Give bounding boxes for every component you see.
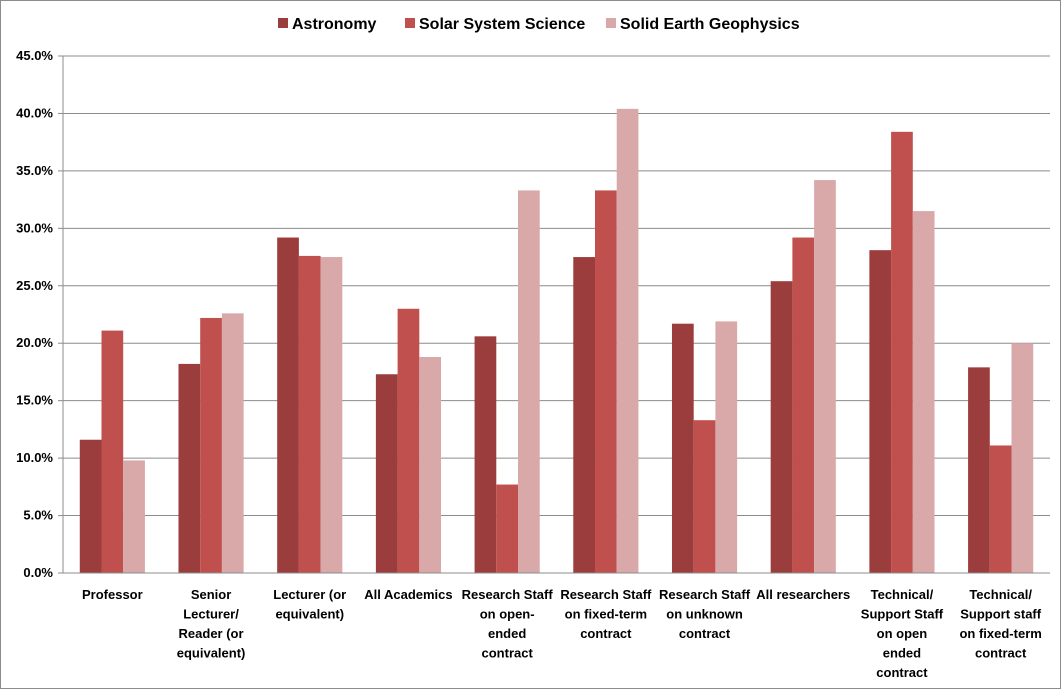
bar	[79, 439, 102, 573]
bars	[79, 108, 1034, 574]
bar	[518, 190, 540, 574]
y-tick-label: 25.0%	[16, 278, 53, 293]
bar	[869, 250, 892, 573]
bar	[277, 237, 299, 573]
y-axis-ticks: 0.0% 5.0% 10.0% 15.0% 20.0% 25.0% 30.0% 35.0% 40…	[16, 48, 63, 580]
x-category-label: Professor	[82, 587, 143, 602]
y-tick-label: 40.0%	[16, 105, 53, 120]
legend-swatch	[606, 18, 616, 28]
bar	[320, 257, 343, 573]
x-category-label: Technical/Support staff on fixed-term cont…	[959, 587, 1041, 661]
x-category-label: All Academics	[364, 587, 452, 602]
x-category-label: Technical/Support Staff on open ended contr…	[861, 587, 944, 680]
bar	[912, 211, 935, 573]
bar	[792, 237, 815, 573]
bar	[101, 330, 124, 573]
bar	[989, 445, 1012, 573]
bar	[1011, 343, 1034, 573]
y-tick-label: 10.0%	[16, 450, 53, 465]
y-tick-label: 15.0%	[16, 393, 53, 408]
x-category-label: Research Staff on open-ended contract	[462, 587, 554, 661]
bar	[178, 363, 201, 573]
x-category-label: Research Staff on fixed-term contract	[560, 587, 652, 641]
bar	[221, 313, 244, 573]
legend-swatch	[278, 18, 288, 28]
bar	[123, 460, 145, 573]
bar	[397, 308, 420, 573]
bar	[671, 323, 694, 573]
bar	[715, 321, 738, 573]
x-axis-categories: Professor Senior Lecturer/Reader (or equiva…	[82, 587, 1042, 680]
bar	[573, 257, 595, 573]
legend-label: Astronomy	[292, 16, 377, 33]
y-tick-label: 35.0%	[16, 163, 53, 178]
bar	[968, 367, 990, 573]
bar	[891, 131, 913, 573]
axes	[62, 56, 1050, 574]
x-category-label: Lecturer (or equivalent)	[273, 587, 346, 622]
bar	[200, 317, 222, 573]
bar	[419, 357, 442, 573]
bar	[814, 180, 836, 573]
legend-label: Solid Earth Geophysics	[620, 16, 800, 33]
legend-swatch	[405, 18, 415, 28]
legend-label: Solar System Science	[419, 16, 585, 33]
x-category-label: Research Staff on unknown contract	[659, 587, 751, 641]
bar	[616, 108, 639, 574]
y-tick-label: 5.0%	[23, 508, 53, 523]
x-category-label: All researchers	[756, 587, 850, 602]
bar	[474, 336, 497, 573]
bar	[770, 281, 793, 573]
x-category-label: Senior Lecturer/Reader (or equivalent)	[177, 587, 246, 661]
y-tick-label: 30.0%	[16, 220, 53, 235]
bar	[496, 484, 519, 573]
bar	[298, 255, 321, 573]
bar	[375, 374, 398, 573]
y-tick-label: 0.0%	[23, 565, 53, 580]
bar	[693, 420, 716, 573]
legend: Astronomy Solar System Science Solid Earth…	[278, 16, 800, 33]
bar	[594, 190, 617, 574]
y-tick-label: 45.0%	[16, 48, 53, 63]
y-tick-label: 20.0%	[16, 335, 53, 350]
